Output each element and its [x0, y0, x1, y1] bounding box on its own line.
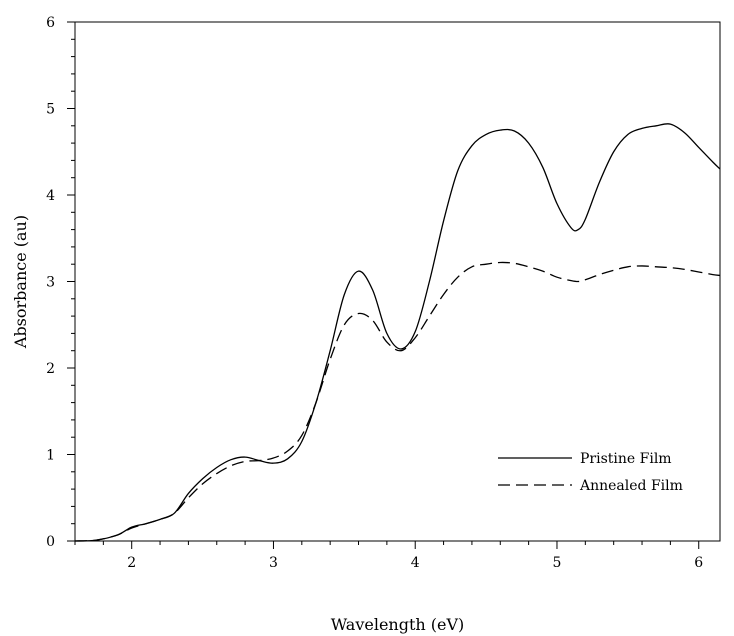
- series-line-pristine-film: [74, 123, 721, 542]
- x-tick-label: 3: [269, 555, 278, 571]
- x-tick-label: 4: [411, 555, 420, 571]
- series-line-annealed-film: [74, 261, 721, 542]
- x-tick-label: 6: [694, 555, 703, 571]
- x-axis-ticks: 2 3 4 5 6: [74, 541, 703, 571]
- x-axis-title: Wavelength (eV): [331, 615, 465, 634]
- y-tick-label: 6: [46, 15, 55, 31]
- legend-label-pristine-film: Pristine Film: [580, 451, 672, 467]
- y-tick-label: 5: [46, 102, 55, 118]
- series-group: [74, 123, 721, 542]
- y-tick-label: 3: [46, 275, 55, 291]
- legend: Pristine Film Annealed Film: [498, 451, 683, 494]
- legend-label-annealed-film: Annealed Film: [579, 478, 683, 494]
- y-axis-title: Absorbance (au): [11, 215, 30, 349]
- x-tick-label: 2: [127, 555, 136, 571]
- y-tick-label: 4: [46, 188, 55, 204]
- x-tick-label: 5: [553, 555, 562, 571]
- y-tick-label: 1: [46, 448, 55, 464]
- y-tick-label: 2: [46, 361, 55, 377]
- y-axis-ticks: 0 1 2 3 4 5 6: [46, 15, 75, 550]
- y-tick-label: 0: [46, 534, 55, 550]
